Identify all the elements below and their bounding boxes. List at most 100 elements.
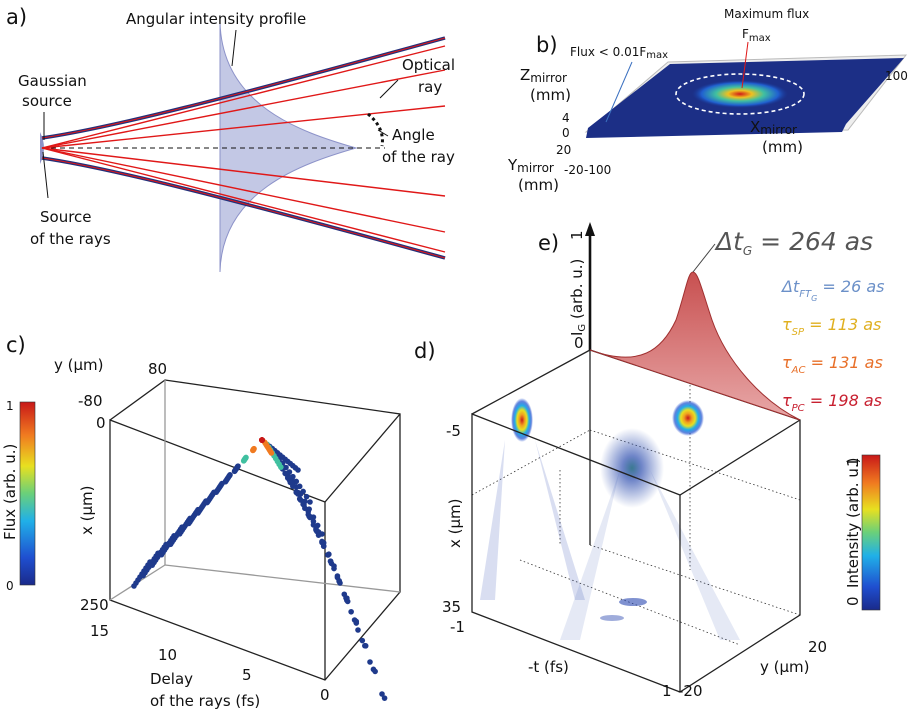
scatter-dot [344,595,350,601]
scatter-dot [177,531,183,537]
intensity-spot [600,615,624,621]
annotation: of the rays [30,230,111,248]
plot-box [110,380,400,680]
annotation: Maximum flux [724,7,809,21]
duration-label: τPC = 198 as [782,391,882,414]
scatter-dot [149,562,155,568]
scatter-dot [295,467,301,473]
scatter-dot [367,659,373,665]
scatter-dot [372,669,378,675]
annotation: ray [418,78,442,96]
colorbar [862,455,880,610]
axis-title: y (µm) [760,658,810,676]
duration-label: τSP = 113 as [782,315,881,338]
scatter-dot [331,566,337,572]
annotation: Optical [402,56,455,74]
tick-label: 0 [844,596,862,606]
axis-title: x (µm) [446,498,464,548]
colorbar-title: Intensity (arb. u.) [844,458,862,588]
temporal-profile [590,272,800,420]
annotation: source [22,92,72,110]
tick-label: 0 [562,126,570,140]
axis-title: (mm) [518,176,559,194]
scatter-dot [259,437,265,443]
tick-label: -5 [446,422,461,440]
tick-label: 0 [574,334,584,352]
scatter-dot [319,540,325,546]
tick-label: 1 [6,399,14,413]
annotation: Fmax [742,27,771,44]
tick-label: -80 [78,392,103,410]
trace [480,440,585,600]
scatter-dot [278,464,284,470]
scatter-dot [302,505,308,511]
scatter-dot [328,558,334,564]
scatter-dot [287,480,293,486]
scatter-dot [195,510,201,516]
axis-title: Ymirror [507,156,554,175]
tick-label: 0 [96,414,106,432]
axis-title: Delay [150,670,193,688]
duration-label: ΔtG = 264 as [714,227,873,258]
tick-label: 10 [158,646,177,664]
scatter-dot [325,552,331,558]
tick-label: 20 [808,638,827,656]
axis-title: (mm) [762,138,803,156]
flux-spot [692,80,788,108]
scatter-dot [348,609,354,615]
duration-label: τAC = 131 as [782,353,883,376]
panel-label: d) [414,339,436,363]
scatter-dot [186,521,192,527]
intensity-spot [511,398,533,442]
tick-label: -20 [678,682,703,700]
tick-label: 15 [90,622,109,640]
figure: a) Angular intensity profile Gaussian so… [0,0,914,715]
annotation: Source [40,208,92,226]
scatter-dot [159,552,165,558]
tick-label: -20 [564,163,584,177]
axis-title: Zmirror [520,66,567,85]
scatter-dot [140,573,146,579]
panel-a: a) Angular intensity profile Gaussian so… [6,5,455,272]
annotation: Flux < 0.01Fmax [570,45,668,61]
scatter-dot [250,448,256,454]
tick-label: -100 [584,163,611,177]
scatter-dot [304,494,310,500]
axis-title: -t (fs) [528,658,569,676]
pointer [693,244,715,272]
colorbar-title: Flux (arb. u.) [1,444,19,540]
scatter-dot [335,573,341,579]
scatter-dot [307,499,313,505]
scatter-dot [293,490,299,496]
panel-label: a) [6,5,27,29]
scatter-dot [131,583,137,589]
panel-c: c) 1 0 Flux (arb. u.) y (µm) 80 -80 0 x … [1,333,400,715]
scatter-dot [336,578,342,584]
panel-b: b) Maximum flux Fmax Flux < 0.01Fmax Zmi… [507,7,908,194]
tick-label: 0 [6,579,14,593]
panel-label: b) [536,33,558,57]
annotation: Angle [392,126,435,144]
tick-label: 100 [885,69,908,83]
angular-profile [220,22,356,272]
panel-label: e) [538,231,559,255]
intensity-spot [619,598,647,606]
tick-label: 0 [320,686,330,704]
axis-title: (mm) [530,86,571,104]
scatter-dot [223,479,229,485]
annotation: Gaussian [18,72,87,90]
scatter-dot [241,458,247,464]
panel-label: c) [6,333,26,357]
tick-label: 5 [242,666,252,684]
tick-label: 80 [148,360,167,378]
tick-label: 1 [568,230,586,240]
scatter-dot [204,500,210,506]
tick-label: -1 [450,618,465,636]
scatter-dot [355,627,361,633]
annotation: Angular intensity profile [126,10,306,28]
axis-title: x (µm) [78,485,96,535]
annotation: of the ray [382,148,455,166]
axis-title: of the rays (fs) [150,692,260,710]
scatter-dot [353,619,359,625]
scatter-dot [168,541,174,547]
